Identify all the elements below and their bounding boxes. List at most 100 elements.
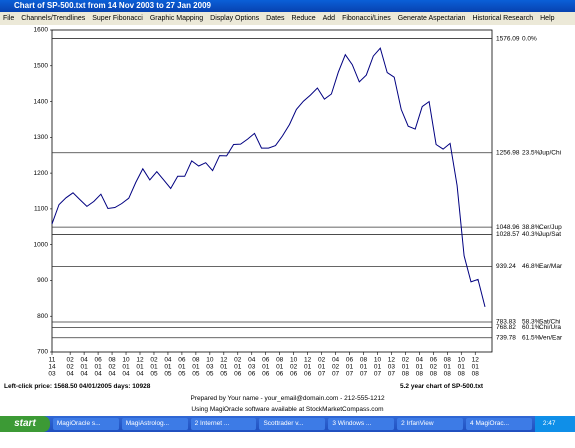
x-tick-label: 10 (458, 357, 466, 364)
x-tick-label: 12 (136, 357, 144, 364)
x-tick-label: 04 (164, 357, 172, 364)
x-tick-label: 02 (430, 364, 438, 371)
x-tick-label: 08 (108, 357, 116, 364)
taskbar-button[interactable]: 4 MagiOrac... (466, 418, 532, 430)
taskbar-button[interactable]: 2 Internet ... (190, 418, 257, 430)
x-tick-label: 05 (164, 371, 172, 378)
x-tick-label: 01 (81, 364, 89, 371)
x-tick-label: 08 (402, 371, 410, 378)
fib-percent: 61.5% (522, 334, 541, 341)
x-tick-label: 01 (122, 364, 130, 371)
menu-item[interactable]: Add (322, 15, 336, 22)
menu-bar: File Channels/Trendlines Super Fibonacci Gr… (0, 12, 575, 25)
x-tick-label: 03 (248, 364, 256, 371)
x-tick-label: 04 (416, 357, 424, 364)
x-tick-label: 02 (332, 364, 340, 371)
taskbar-button[interactable]: 3 Windows ... (328, 418, 395, 430)
fib-percent: 23.5% (522, 149, 541, 156)
x-tick-label: 01 (318, 364, 326, 371)
menu-item[interactable]: Channels/Trendlines (21, 15, 86, 22)
x-tick-label: 01 (262, 364, 270, 371)
y-tick-label: 1200 (34, 170, 49, 177)
x-tick-label: 12 (304, 357, 312, 364)
x-tick-label: 01 (472, 364, 480, 371)
x-tick-label: 06 (262, 371, 270, 378)
x-tick-label: 01 (192, 364, 200, 371)
fib-percent: 0.0% (522, 35, 537, 42)
menu-item[interactable]: Historical Research (472, 15, 534, 22)
fib-percent: 60.1% (522, 324, 541, 331)
plot-area (51, 29, 493, 353)
x-tick-label: 12 (220, 357, 228, 364)
menu-item[interactable]: Reduce (291, 15, 316, 22)
x-tick-label: 02 (290, 364, 298, 371)
menu-item[interactable]: Display Options (210, 15, 260, 22)
fib-name: Jup/Chi (539, 149, 561, 156)
x-tick-label: 01 (276, 364, 284, 371)
menu-item[interactable]: Dates (266, 15, 285, 22)
x-tick-label: 06 (304, 371, 312, 378)
x-tick-label: 04 (94, 371, 102, 378)
x-tick-label: 01 (360, 364, 368, 371)
taskbar-button[interactable]: Scottrader v... (259, 418, 326, 430)
y-tick-label: 700 (37, 349, 48, 356)
click-info: Left-click price: 1568.50 04/01/2005 day… (4, 383, 151, 390)
fib-value: 1256.98 (496, 149, 520, 156)
fib-name: Cer/Jup (539, 224, 562, 231)
software-note: Using MagiOracle software available at S… (191, 406, 384, 413)
y-tick-label: 900 (37, 277, 48, 284)
x-tick-label: 04 (108, 371, 116, 378)
x-tick-label: 11 (49, 357, 56, 364)
start-button[interactable]: start (0, 416, 50, 432)
menu-item[interactable]: Graphic Mapping (149, 15, 204, 22)
x-tick-label: 07 (332, 371, 340, 378)
fib-value: 939.24 (496, 263, 516, 270)
fib-value: 1048.96 (496, 224, 520, 231)
prepared-by: Prepared by Your name - your_email@domai… (190, 395, 385, 402)
x-tick-label: 04 (248, 357, 256, 364)
clock: 2:47 PM (534, 416, 575, 443)
x-tick-label: 01 (94, 364, 102, 371)
x-tick-label: 08 (444, 357, 452, 364)
x-tick-label: 14 (48, 364, 56, 371)
x-tick-label: 03 (48, 371, 56, 378)
x-tick-label: 10 (290, 357, 298, 364)
x-tick-label: 02 (108, 364, 116, 371)
x-tick-label: 06 (430, 357, 438, 364)
fib-value: 1028.57 (496, 231, 520, 238)
x-tick-label: 08 (192, 357, 200, 364)
fib-name: Sat/Chi (539, 319, 560, 326)
x-tick-label: 07 (388, 371, 396, 378)
fib-name: Ven/Ear (539, 334, 563, 341)
taskbar-button[interactable]: MagiOracle s... (52, 418, 119, 430)
y-tick-label: 1400 (34, 98, 49, 105)
x-tick-label: 07 (318, 371, 326, 378)
x-tick-label: 01 (178, 364, 186, 371)
taskbar-button[interactable]: 2 IrfanView (397, 418, 464, 430)
y-tick-label: 1600 (34, 27, 49, 34)
menu-item[interactable]: File (3, 15, 15, 22)
x-tick-label: 02 (150, 357, 158, 364)
menu-item[interactable]: Fibonacci/Lines (342, 15, 391, 22)
y-tick-label: 1100 (34, 206, 48, 213)
x-tick-label: 01 (164, 364, 172, 371)
x-tick-label: 05 (192, 371, 200, 378)
x-tick-label: 10 (206, 357, 214, 364)
x-tick-label: 02 (67, 357, 75, 364)
fib-name: Chi/Ura (539, 324, 561, 331)
chart: 7008009001000110012001300140015001600111… (34, 27, 563, 378)
x-tick-label: 01 (220, 364, 228, 371)
taskbar-button[interactable]: MagiAstrolog... (121, 418, 188, 430)
menu-item[interactable]: Help (540, 15, 555, 22)
menu-item[interactable]: Super Fibonacci (92, 15, 143, 22)
y-tick-label: 1500 (34, 62, 49, 69)
x-tick-label: 05 (206, 371, 214, 378)
x-tick-label: 12 (388, 357, 396, 364)
x-tick-label: 01 (150, 364, 158, 371)
x-tick-label: 10 (122, 357, 130, 364)
menu-item[interactable]: Generate Aspectarian (397, 15, 466, 22)
x-tick-label: 05 (150, 371, 158, 378)
x-tick-label: 01 (374, 364, 382, 371)
fib-percent: 46.8% (522, 263, 541, 270)
x-tick-label: 02 (402, 357, 410, 364)
